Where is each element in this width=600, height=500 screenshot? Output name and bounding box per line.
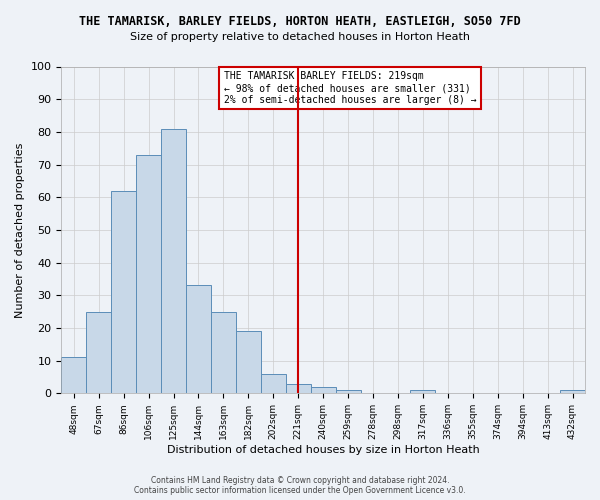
Text: THE TAMARISK, BARLEY FIELDS, HORTON HEATH, EASTLEIGH, SO50 7FD: THE TAMARISK, BARLEY FIELDS, HORTON HEAT…: [79, 15, 521, 28]
Bar: [186, 286, 211, 394]
Text: Size of property relative to detached houses in Horton Heath: Size of property relative to detached ho…: [130, 32, 470, 42]
Bar: [560, 390, 585, 394]
X-axis label: Distribution of detached houses by size in Horton Heath: Distribution of detached houses by size …: [167, 445, 479, 455]
Bar: [261, 374, 286, 394]
Bar: [286, 384, 311, 394]
Bar: [161, 128, 186, 394]
Text: THE TAMARISK BARLEY FIELDS: 219sqm
← 98% of detached houses are smaller (331)
2%: THE TAMARISK BARLEY FIELDS: 219sqm ← 98%…: [224, 72, 476, 104]
Bar: [311, 387, 335, 394]
Y-axis label: Number of detached properties: Number of detached properties: [15, 142, 25, 318]
Text: Contains HM Land Registry data © Crown copyright and database right 2024.
Contai: Contains HM Land Registry data © Crown c…: [134, 476, 466, 495]
Bar: [410, 390, 436, 394]
Bar: [86, 312, 111, 394]
Bar: [335, 390, 361, 394]
Bar: [111, 190, 136, 394]
Bar: [61, 358, 86, 394]
Bar: [136, 154, 161, 394]
Bar: [211, 312, 236, 394]
Bar: [236, 331, 261, 394]
